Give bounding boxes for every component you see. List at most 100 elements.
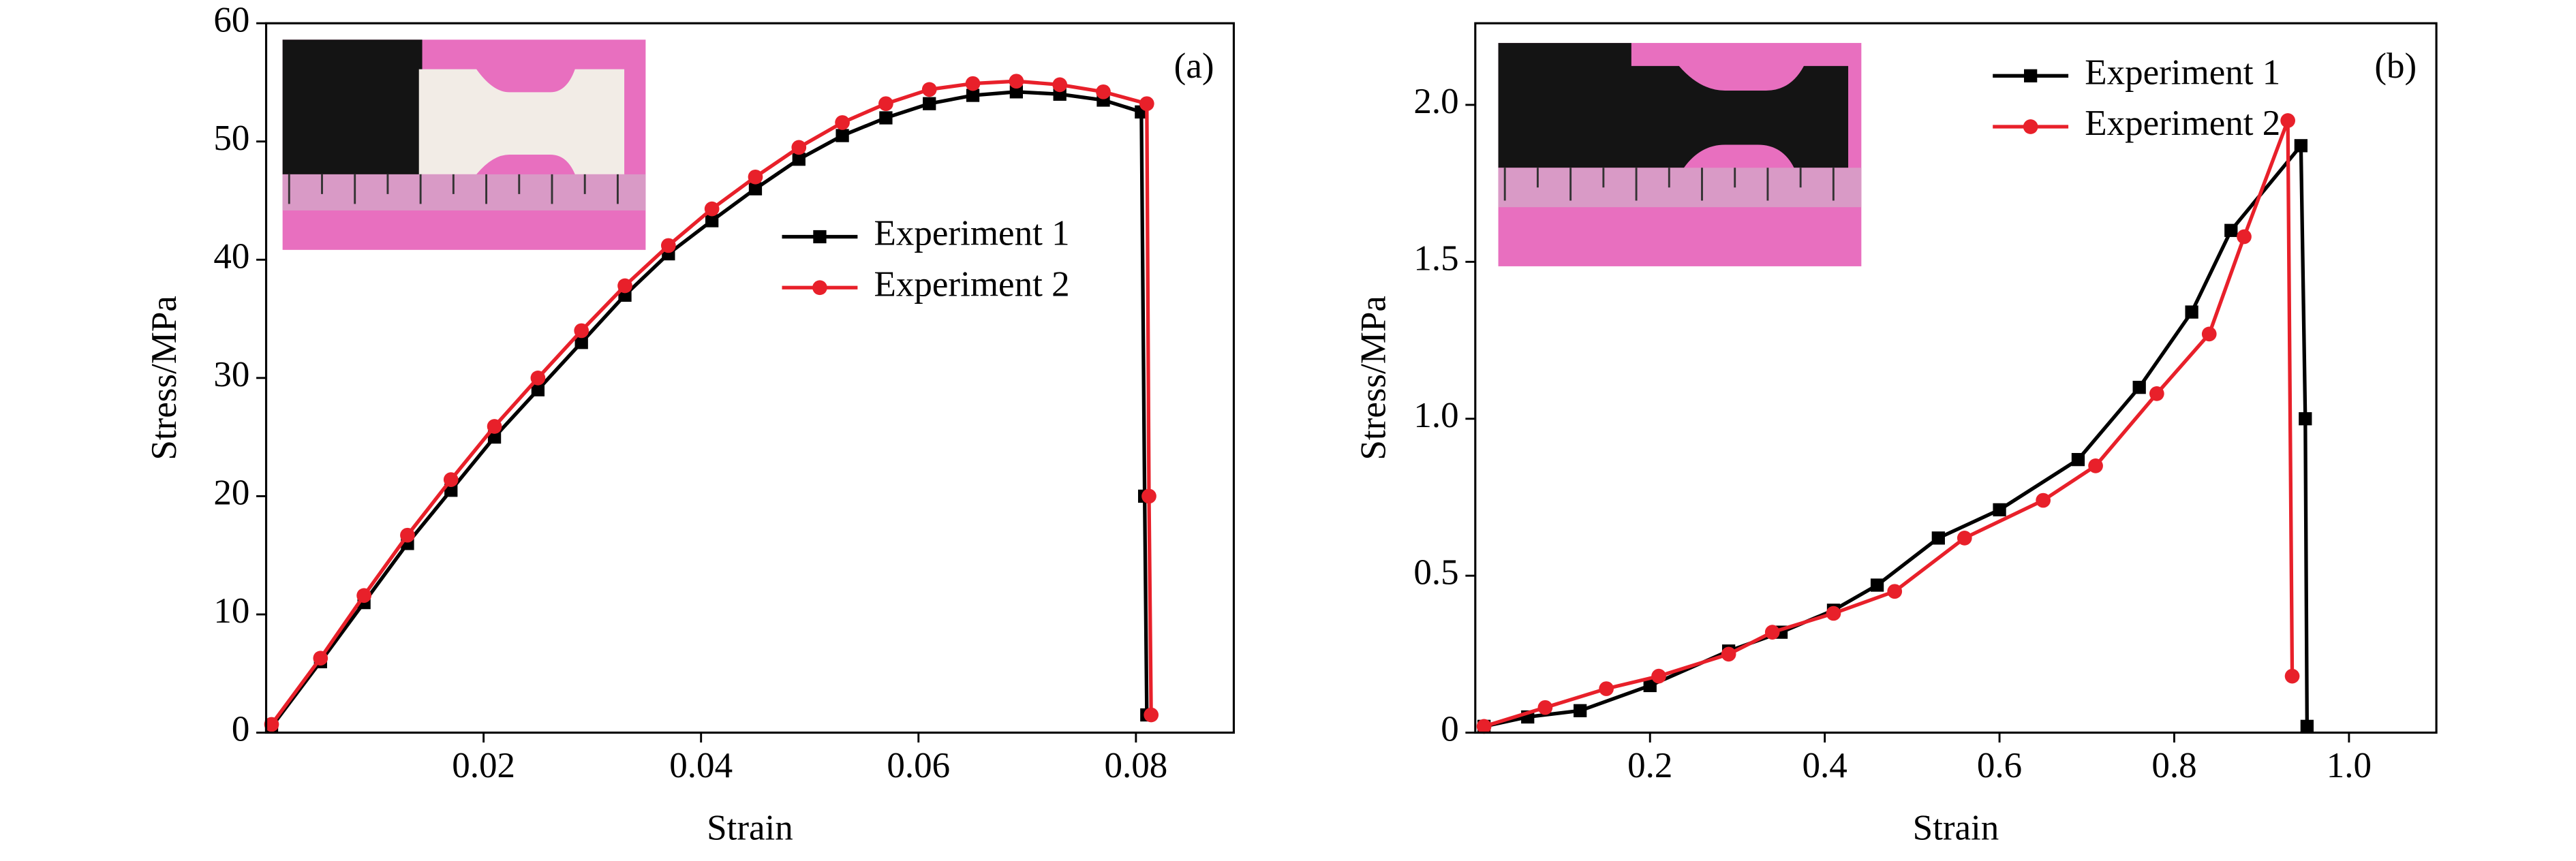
marker xyxy=(1643,678,1657,693)
x-tick-label: 1.0 xyxy=(2327,746,2372,785)
inset-photo-b xyxy=(1498,43,1862,266)
marker xyxy=(923,97,936,110)
y-tick-label: 40 xyxy=(213,236,249,276)
marker xyxy=(879,111,893,125)
marker xyxy=(704,201,720,217)
chart: 0.2 0.4 0.6 0.8 1.0 0 0.5 1.0 1.5 2.0 Strain Stress… xyxy=(1353,22,2438,847)
marker xyxy=(2088,458,2103,473)
y-tick-label: 30 xyxy=(213,355,249,394)
marker xyxy=(443,472,459,487)
y-tick-label: 1.0 xyxy=(1413,396,1458,435)
marker xyxy=(2300,719,2314,733)
inset-photo-a xyxy=(282,40,646,250)
y-tick-label: 0.5 xyxy=(1413,552,1458,592)
marker xyxy=(2149,386,2164,401)
marker xyxy=(1887,584,1903,599)
marker xyxy=(2185,305,2198,319)
marker xyxy=(1537,700,1553,715)
marker xyxy=(1651,668,1666,684)
marker xyxy=(1144,707,1159,723)
y-tick-label: 50 xyxy=(213,119,249,158)
legend-marker xyxy=(813,230,827,244)
legend-label: Experiment 1 xyxy=(874,214,1070,253)
marker xyxy=(2036,492,2051,508)
legend-label: Experiment 1 xyxy=(2085,52,2280,92)
marker xyxy=(2201,326,2217,342)
marker xyxy=(1931,531,1945,545)
marker xyxy=(1141,488,1156,504)
marker xyxy=(1957,531,1972,546)
marker xyxy=(1009,85,1024,99)
marker xyxy=(2294,139,2308,153)
marker xyxy=(1599,681,1614,696)
marker xyxy=(356,588,371,604)
marker xyxy=(748,182,763,195)
marker xyxy=(2284,668,2300,684)
marker xyxy=(1764,625,1780,640)
y-axis-label: Stress/MPa xyxy=(1353,296,1393,460)
x-tick-label: 0.6 xyxy=(1977,746,2022,785)
marker xyxy=(660,238,676,253)
marker xyxy=(2299,412,2312,426)
marker xyxy=(1139,96,1154,112)
marker xyxy=(835,129,849,142)
marker xyxy=(1870,578,1884,592)
marker xyxy=(921,82,937,97)
marker xyxy=(705,214,719,228)
x-tick-label: 0.8 xyxy=(2151,746,2196,785)
marker xyxy=(444,484,458,497)
marker xyxy=(2132,381,2146,394)
panel-label: (b) xyxy=(2374,46,2417,86)
marker xyxy=(2224,223,2238,237)
marker xyxy=(313,651,328,666)
marker xyxy=(264,717,279,732)
x-tick-label: 0.2 xyxy=(1627,746,1672,785)
panel-label: (a) xyxy=(1174,46,1214,86)
marker xyxy=(1009,74,1024,89)
plot-frame xyxy=(1474,22,2438,734)
x-tick-label: 0.04 xyxy=(669,746,733,785)
y-tick-label: 2.0 xyxy=(1413,82,1458,121)
y-tick-label: 20 xyxy=(213,473,249,513)
marker xyxy=(531,383,545,396)
marker xyxy=(2280,113,2295,128)
x-tick-label: 0.02 xyxy=(452,746,515,785)
marker xyxy=(574,323,589,339)
y-tick-label: 10 xyxy=(213,591,249,631)
legend-label: Experiment 2 xyxy=(874,264,1070,304)
chart: 0.02 0.04 0.06 0.08 0 10 20 30 40 50 60 Strain Stres… xyxy=(144,0,1236,847)
marker xyxy=(574,336,588,349)
y-axis-label: Stress/MPa xyxy=(144,296,184,460)
x-tick-label: 0.06 xyxy=(887,746,950,785)
x-tick-label: 0.4 xyxy=(1803,746,1847,785)
y-tick-label: 0 xyxy=(232,710,250,749)
marker xyxy=(878,96,893,112)
marker xyxy=(965,76,981,91)
marker xyxy=(748,169,763,185)
x-axis-label: Strain xyxy=(707,808,793,847)
marker xyxy=(2237,229,2252,245)
x-axis-label: Strain xyxy=(1913,808,1999,847)
marker xyxy=(530,371,546,386)
marker xyxy=(791,140,807,155)
series-line xyxy=(1483,120,2295,728)
legend-marker xyxy=(812,280,827,296)
marker xyxy=(1826,606,1841,621)
marker xyxy=(1476,719,1492,734)
legend-marker xyxy=(2023,119,2038,134)
marker xyxy=(1574,704,1587,717)
marker xyxy=(1052,77,1068,93)
marker xyxy=(400,527,415,543)
marker xyxy=(487,430,502,444)
marker xyxy=(966,89,980,102)
y-tick-label: 1.5 xyxy=(1413,239,1458,279)
marker xyxy=(835,115,850,130)
x-tick-label: 0.08 xyxy=(1104,746,1167,785)
marker xyxy=(1721,646,1736,662)
legend-label: Experiment 2 xyxy=(2085,104,2280,143)
marker xyxy=(792,153,806,166)
y-tick-label: 0 xyxy=(1441,710,1459,749)
legend-marker xyxy=(2024,69,2038,82)
marker xyxy=(2071,453,2085,467)
